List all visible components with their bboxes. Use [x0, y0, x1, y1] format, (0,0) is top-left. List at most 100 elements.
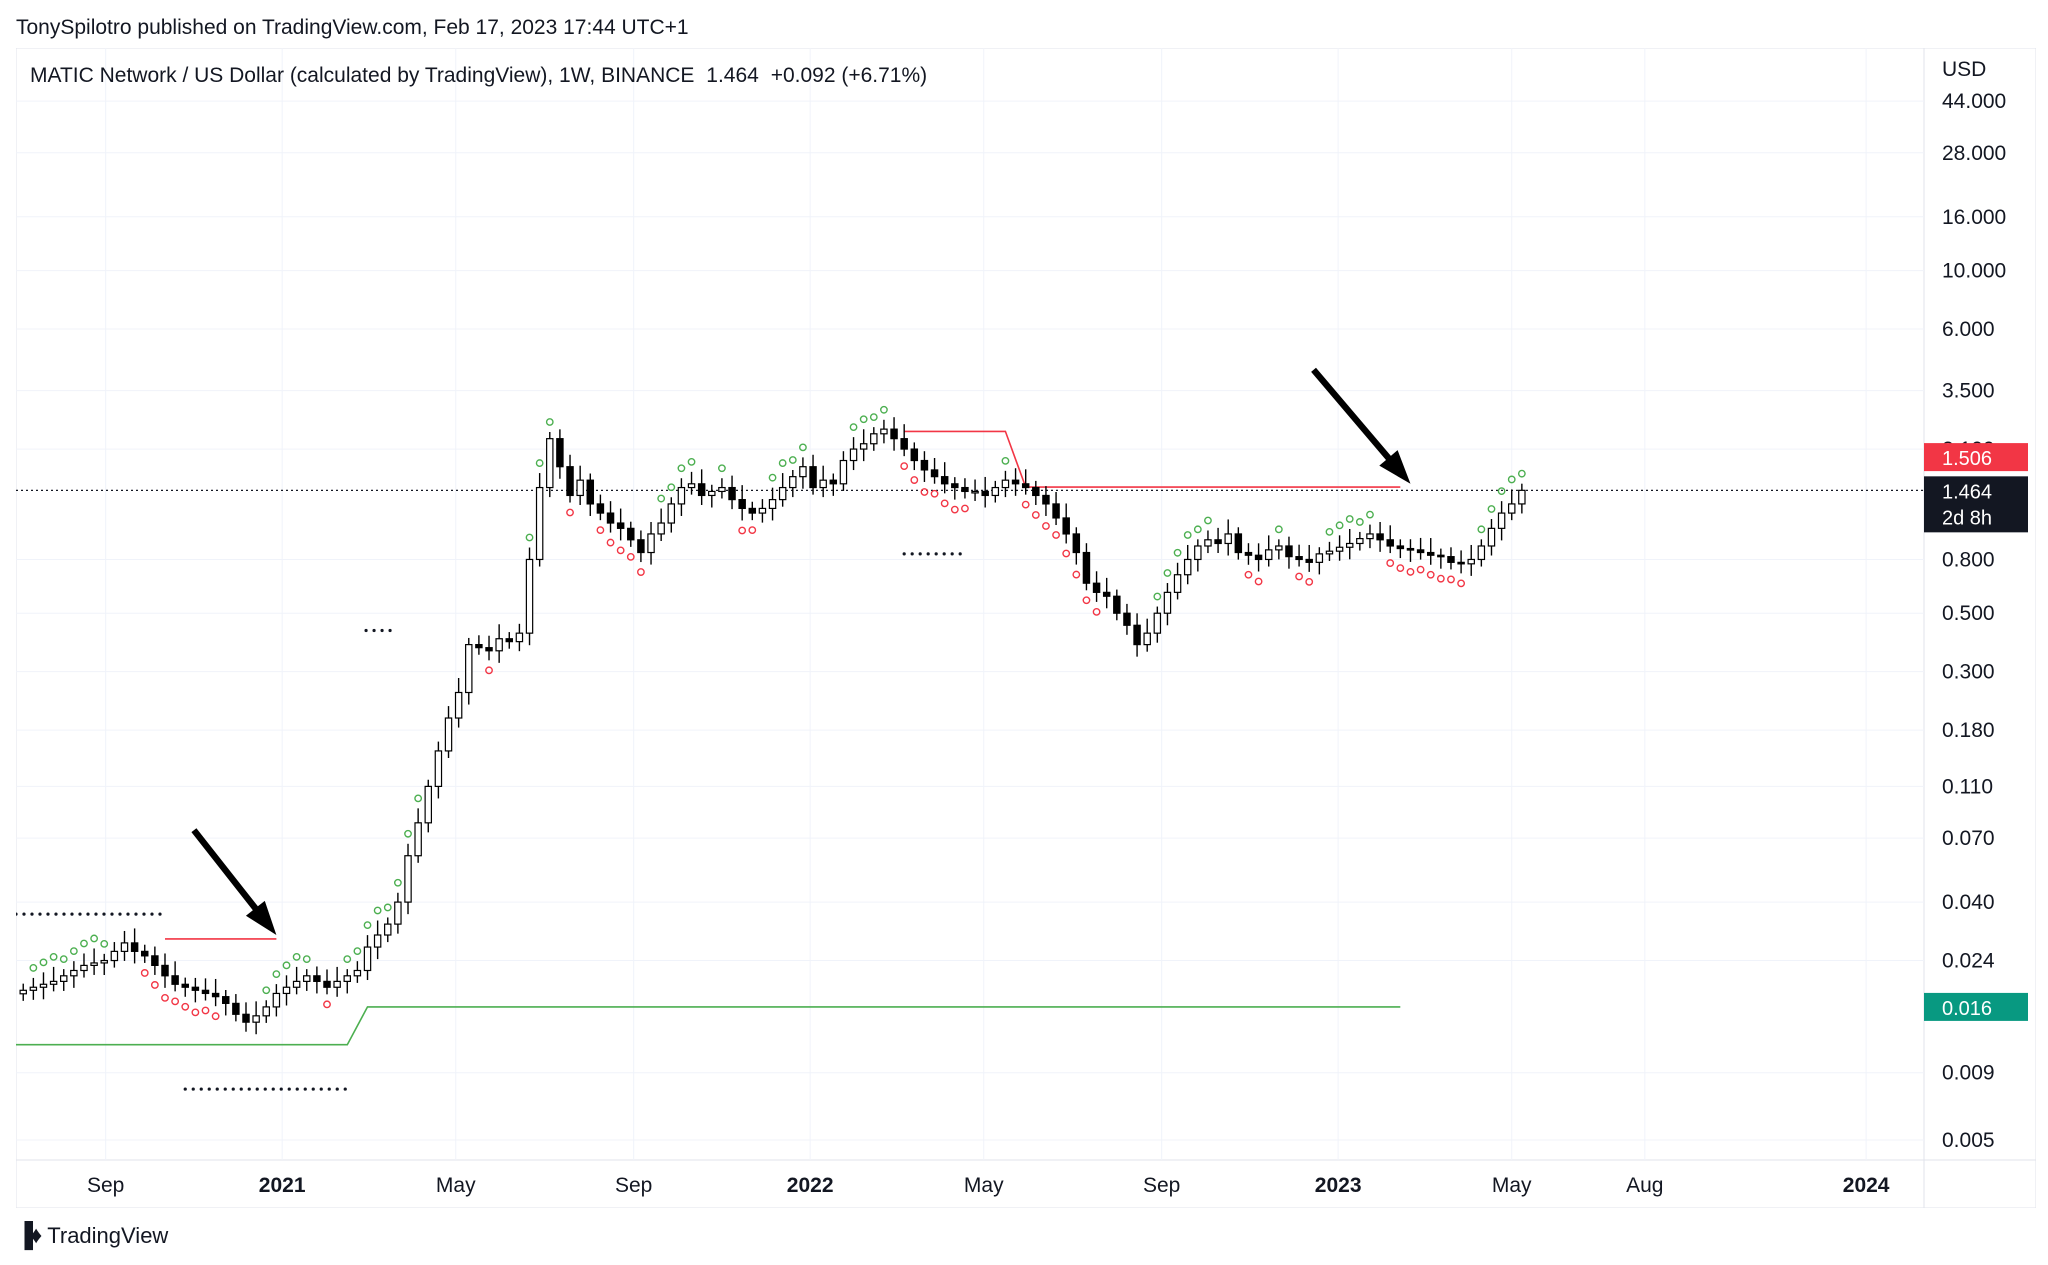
x-tick-label: 2023	[1315, 1174, 1362, 1197]
candle-body	[151, 955, 159, 967]
price-chart[interactable]: Sep 2021 May Sep 2022 May Sep 2023 May Aug 2024 USD…	[16, 48, 2036, 1208]
candle-body	[940, 476, 949, 485]
brand-name[interactable]: TradingView	[47, 1223, 169, 1248]
sequence-count-dot	[1426, 570, 1435, 579]
sequence-count-dot	[404, 829, 412, 838]
x-tick-label: May	[1492, 1174, 1532, 1197]
candle-body	[789, 476, 797, 489]
sequence-count-dot	[1517, 469, 1526, 478]
chart-frame[interactable]: Sep 2021 May Sep 2022 May Sep 2023 May Aug 2024 USD…	[16, 48, 2036, 1208]
tradingview-logo-icon[interactable]: ▐♦	[16, 1222, 42, 1249]
y-tick-label: 0.040	[1942, 891, 1995, 914]
y-tick-label: 10.000	[1942, 260, 2006, 283]
candle-body	[394, 901, 402, 925]
sequence-count-dot	[1487, 505, 1496, 513]
candle-body	[70, 969, 78, 977]
sequence-count-dot	[1204, 516, 1212, 525]
candle-body	[120, 942, 129, 952]
tdst-dots	[207, 1087, 211, 1091]
tdst-dots	[199, 1087, 203, 1091]
tdst-dots	[94, 912, 98, 916]
candle-body	[252, 1015, 260, 1023]
candle-body	[738, 499, 746, 510]
sequence-count-dot	[718, 464, 726, 473]
candle-body	[1244, 551, 1253, 556]
sequence-count-dot	[1021, 500, 1030, 509]
tdst-dots	[70, 912, 74, 916]
candle-body	[414, 822, 422, 857]
sequence-count-dot	[1072, 570, 1081, 579]
sequence-count-dot	[596, 526, 605, 535]
tdst-dots	[110, 912, 114, 916]
sequence-count-dot	[29, 964, 38, 972]
sequence-count-dot	[859, 415, 868, 424]
candle-body	[363, 946, 372, 972]
x-tick-label: Sep	[87, 1174, 124, 1197]
annotation-arrow	[191, 828, 277, 936]
candle-body	[596, 503, 605, 514]
candle-body	[434, 750, 443, 788]
candle-body	[1052, 503, 1060, 519]
tdst-dots	[191, 1087, 195, 1091]
sequence-count-dot	[1507, 475, 1516, 484]
sequence-count-dot	[880, 405, 888, 414]
candle-body	[657, 522, 665, 535]
candle-body	[1447, 556, 1455, 563]
candle-body	[849, 448, 858, 462]
sequence-count-dot	[545, 418, 554, 426]
candle-body	[515, 632, 524, 643]
sequence-count-dot	[323, 1000, 331, 1009]
candle-body	[697, 483, 706, 497]
candle-body	[930, 469, 939, 478]
candle-body	[201, 989, 210, 995]
candle-body	[1254, 554, 1263, 561]
tdst-dots	[134, 912, 138, 916]
tdst-dots	[327, 1087, 331, 1091]
sequence-count-dot	[930, 489, 939, 498]
candle-body	[1416, 549, 1425, 554]
sequence-count-dot	[657, 494, 666, 503]
price-tag-label: 1.506	[1942, 448, 1992, 470]
candle-body	[222, 996, 230, 1004]
y-tick-label: 0.009	[1942, 1062, 1995, 1085]
candle-body	[1123, 612, 1131, 626]
candle-body	[1234, 533, 1243, 554]
sequence-count-dot	[1366, 510, 1374, 519]
level-lines	[16, 430, 1924, 1046]
candle-body	[576, 479, 584, 497]
sequence-count-dot	[1416, 565, 1425, 574]
candle-body	[1153, 612, 1162, 634]
candle-body	[1426, 551, 1435, 556]
candle-body	[627, 527, 635, 541]
candle-body	[637, 539, 645, 554]
sequence-count-dot	[1335, 521, 1344, 530]
dotted-levels	[16, 552, 962, 1091]
sequence-count-dot	[535, 459, 544, 467]
last-price: 1.464	[706, 64, 759, 87]
tdst-dots	[942, 552, 946, 556]
candle-body	[454, 691, 463, 719]
candle-body	[181, 983, 189, 988]
candle-body	[1092, 582, 1101, 593]
candle-body	[1173, 574, 1182, 593]
price-tag	[1924, 992, 2028, 1021]
y-tick-label: 0.005	[1942, 1129, 1995, 1152]
x-tick-label: 2022	[787, 1174, 834, 1197]
sequence-count-dot	[950, 505, 959, 514]
candle-body	[900, 438, 908, 450]
price-tag	[1924, 476, 2028, 533]
sequence-count-dot	[1406, 568, 1415, 576]
sequence-count-dot	[80, 939, 88, 948]
footer: ▐♦ TradingView	[16, 1222, 168, 1250]
sequence-count-dot	[383, 903, 392, 912]
sequence-count-dot	[788, 456, 797, 464]
candle-body	[110, 950, 119, 962]
candle-body	[1305, 558, 1313, 563]
candle-body	[475, 644, 483, 649]
candle-body	[1072, 533, 1081, 554]
sequence-count-dot	[150, 981, 159, 989]
candle-body	[971, 490, 979, 494]
candle-body	[1518, 489, 1526, 505]
y-tick-label: 0.800	[1942, 548, 1995, 571]
candle-body	[211, 992, 220, 998]
